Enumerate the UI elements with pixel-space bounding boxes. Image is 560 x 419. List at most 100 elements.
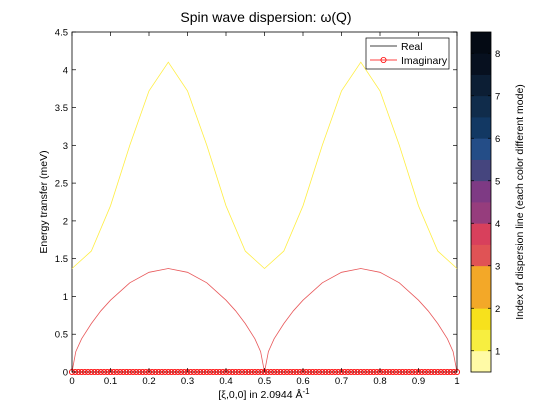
- imaginary-marker: [94, 368, 101, 376]
- imaginary-marker: [386, 368, 393, 376]
- imaginary-marker: [126, 368, 133, 376]
- imaginary-marker: [421, 368, 428, 376]
- imaginary-marker: [206, 368, 214, 376]
- colorbar-swatch: [471, 350, 491, 373]
- colorbar-swatch: [471, 329, 491, 352]
- imaginary-marker: [78, 368, 85, 376]
- imaginary-marker: [399, 368, 406, 376]
- imaginary-marker: [437, 368, 445, 376]
- imaginary-marker: [88, 368, 95, 376]
- x-axis-label-text: [ξ,0,0] in 2.0944 Å: [218, 388, 302, 401]
- imaginary-marker: [181, 368, 188, 376]
- legend-imaginary-label: Imaginary: [401, 55, 448, 67]
- imaginary-marker: [187, 368, 194, 376]
- legend-box: [365, 37, 450, 70]
- imaginary-marker: [123, 368, 130, 376]
- imaginary-marker: [197, 368, 204, 376]
- imaginary-marker: [226, 368, 233, 376]
- x-tick-label: 0: [69, 376, 74, 387]
- colorbar-swatch: [471, 32, 491, 54]
- imaginary-marker: [174, 368, 181, 376]
- imaginary-marker: [161, 368, 169, 376]
- imaginary-marker: [412, 368, 419, 376]
- y-tick-label: 1: [63, 292, 68, 303]
- imaginary-marker: [392, 368, 400, 376]
- imaginary-marker: [258, 368, 265, 376]
- imaginary-marker: [306, 368, 313, 376]
- imaginary-marker: [319, 368, 326, 376]
- imaginary-marker: [396, 368, 403, 376]
- imaginary-marker: [328, 368, 335, 376]
- imaginary-marker: [101, 368, 108, 376]
- colorbar-swatch: [471, 159, 491, 182]
- imaginary-marker: [264, 368, 271, 376]
- imaginary-marker: [238, 368, 246, 376]
- colorbar-swatch: [471, 287, 491, 309]
- imaginary-marker: [104, 368, 111, 376]
- colorbar-swatch: [471, 95, 491, 118]
- imaginary-marker: [296, 368, 303, 376]
- colorbar-swatch: [471, 308, 491, 330]
- y-tick-label: 3.5: [55, 103, 68, 114]
- colorbar-tick-label: 7: [495, 91, 500, 102]
- imaginary-marker: [360, 368, 368, 376]
- imaginary-marker: [210, 368, 217, 376]
- imaginary-marker: [322, 368, 329, 376]
- tick-layer: 0 0.1 0.2 0.3 0.4 0.5 0.6 0.7 0.8 0.9 1 0 0.5 1 1.5 2 2.…: [55, 28, 460, 388]
- imaginary-marker: [418, 368, 425, 376]
- colorbar-swatch: [471, 138, 491, 160]
- y-tick-label: 4.5: [55, 28, 68, 39]
- colorbar-tick-label: 6: [495, 134, 500, 145]
- imaginary-marker: [341, 368, 348, 376]
- colorbar-swatch: [471, 53, 491, 75]
- imaginary-marker: [280, 368, 287, 376]
- imaginary-marker: [133, 368, 140, 376]
- imaginary-marker: [370, 368, 377, 376]
- colorbar-swatch: [471, 180, 491, 203]
- y-tick-label: 2: [63, 216, 68, 227]
- imaginary-marker: [383, 368, 390, 376]
- imaginary-marker: [441, 368, 448, 376]
- imaginary-marker: [277, 368, 284, 376]
- colorbar: 1 2 3 4 5 6 7 8 Index of dispersion line (each …: [470, 31, 526, 373]
- plot-area: 0 0.1 0.2 0.3 0.4 0.5 0.6 0.7 0.8 0.9 1 0 0.5 1 1.5 2 2.…: [55, 28, 461, 388]
- imaginary-marker: [309, 368, 316, 376]
- x-tick-label: 0.4: [219, 376, 232, 387]
- imaginary-marker: [139, 368, 146, 376]
- imaginary-marker: [444, 368, 451, 376]
- y-tick-label: 2.5: [55, 179, 68, 190]
- imaginary-marker: [425, 368, 432, 376]
- imaginary-marker: [357, 368, 364, 376]
- imaginary-marker: [274, 368, 281, 376]
- imaginary-marker: [434, 368, 441, 376]
- imaginary-marker: [219, 368, 226, 376]
- imaginary-marker: [232, 368, 239, 376]
- imaginary-marker: [251, 368, 258, 376]
- x-tick-label: 0.7: [335, 376, 348, 387]
- imaginary-marker: [245, 368, 252, 376]
- x-axis-label: [ξ,0,0] in 2.0944 Å-1: [218, 387, 310, 401]
- imaginary-marker: [409, 368, 416, 376]
- imaginary-marker: [367, 368, 374, 376]
- x-tick-label: 0.2: [142, 376, 155, 387]
- imaginary-marker: [158, 368, 165, 376]
- colorbar-label: Index of dispersion line (each color dif…: [514, 84, 526, 320]
- series-0-line: [71, 61, 458, 270]
- imaginary-marker: [190, 368, 197, 376]
- imaginary-marker: [149, 368, 156, 376]
- legend-imaginary-marker: [380, 57, 387, 64]
- legend-real-label: Real: [401, 41, 423, 53]
- y-axis-label: Energy transfer (meV): [38, 150, 50, 253]
- colorbar-frame: [470, 31, 492, 373]
- imaginary-marker: [373, 368, 380, 376]
- y-tick-label: 4: [63, 65, 68, 76]
- imaginary-marker: [303, 368, 310, 376]
- imaginary-marker: [402, 368, 409, 376]
- colorbar-swatches: [471, 32, 491, 373]
- series-layer: [68, 61, 461, 376]
- imaginary-marker: [431, 368, 438, 376]
- colorbar-swatch: [471, 223, 491, 245]
- imaginary-marker: [348, 368, 355, 376]
- imaginary-marker: [142, 368, 149, 376]
